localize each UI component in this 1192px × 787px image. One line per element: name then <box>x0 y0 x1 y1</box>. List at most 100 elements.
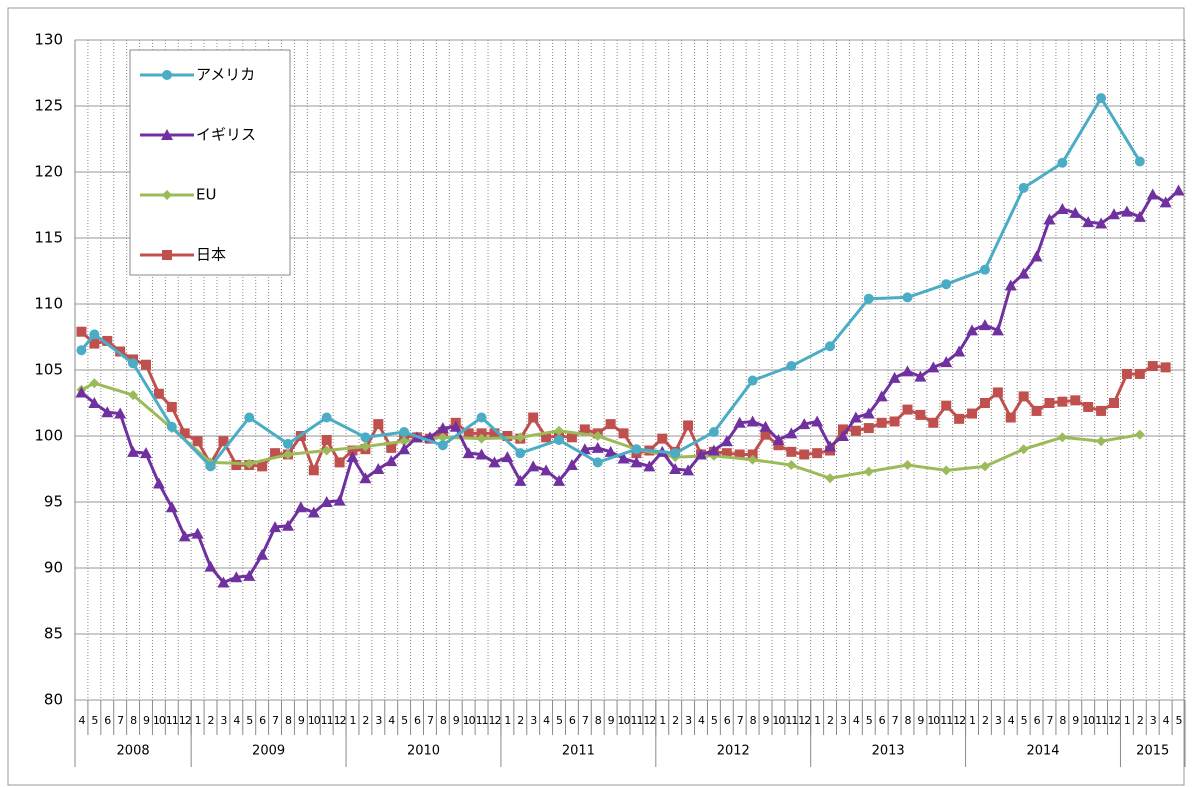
marker <box>1134 429 1145 440</box>
marker <box>1096 436 1107 447</box>
x-tick-label: 7 <box>272 714 279 727</box>
marker <box>320 496 333 507</box>
series <box>75 184 1185 588</box>
marker <box>849 411 862 423</box>
marker <box>89 329 100 340</box>
x-tick-label: 9 <box>917 714 924 727</box>
x-tick-label: 3 <box>1150 714 1157 727</box>
marker <box>824 440 837 452</box>
x-tick-label: 8 <box>750 714 757 727</box>
marker <box>1095 217 1108 229</box>
marker <box>657 433 668 444</box>
x-tick-label: 3 <box>995 714 1002 727</box>
marker <box>1121 368 1132 379</box>
x-tick-label: 9 <box>143 714 150 727</box>
legend-box <box>129 49 291 276</box>
x-tick-label: 1 <box>659 714 665 727</box>
marker <box>901 365 914 377</box>
marker <box>1031 405 1042 416</box>
x-tick-label: 7 <box>117 714 124 727</box>
marker <box>604 445 617 457</box>
marker <box>294 501 307 513</box>
x-tick-label: 10 <box>463 714 476 727</box>
marker <box>565 459 578 471</box>
marker <box>1134 368 1145 379</box>
marker <box>553 474 566 486</box>
x-tick-label: 12 <box>488 714 500 727</box>
marker <box>1030 250 1043 262</box>
marker <box>863 293 874 304</box>
marker <box>489 428 500 439</box>
marker <box>476 428 487 439</box>
x-tick-label: 5 <box>1176 714 1183 727</box>
marker <box>372 463 385 474</box>
marker <box>244 458 255 469</box>
x-tick-label: 1 <box>350 714 356 727</box>
x-tick-label: 8 <box>285 714 292 727</box>
marker <box>1017 267 1030 279</box>
x-tick-label: 9 <box>763 714 770 727</box>
marker <box>128 358 139 369</box>
marker <box>850 425 861 436</box>
marker <box>360 441 371 452</box>
marker <box>515 448 526 459</box>
marker <box>257 461 268 472</box>
x-tick-label: 2 <box>517 714 523 727</box>
marker <box>114 407 127 419</box>
marker <box>953 345 966 357</box>
y-tick-label: 105 <box>34 361 63 379</box>
year-label: 2009 <box>252 744 285 759</box>
marker <box>979 398 990 408</box>
x-tick-label: 7 <box>427 714 434 727</box>
marker <box>1070 395 1081 406</box>
marker <box>385 455 398 467</box>
marker <box>1120 205 1133 217</box>
marker <box>308 465 319 476</box>
x-tick-label: 1 <box>1124 714 1130 727</box>
x-tick-label: 2 <box>1137 714 1143 727</box>
marker <box>334 457 345 468</box>
marker <box>747 449 758 460</box>
x-tick-label: 4 <box>543 714 550 727</box>
marker <box>192 436 203 447</box>
marker <box>889 416 900 427</box>
x-tick-label: 3 <box>220 714 227 727</box>
x-tick-label: 11 <box>476 714 488 727</box>
marker <box>708 427 719 438</box>
marker <box>386 442 397 453</box>
x-tick-label: 9 <box>608 714 615 727</box>
marker <box>799 449 810 460</box>
marker <box>785 427 798 439</box>
x-tick-label: 6 <box>414 714 421 727</box>
x-tick-label: 1 <box>969 714 975 727</box>
marker <box>759 420 772 432</box>
marker <box>1083 401 1094 412</box>
marker <box>165 501 178 513</box>
marker <box>502 431 513 441</box>
marker <box>205 461 216 472</box>
marker <box>1082 216 1095 228</box>
x-tick-label: 11 <box>166 714 178 727</box>
marker <box>347 445 358 456</box>
marker <box>618 428 629 439</box>
marker <box>554 425 565 436</box>
marker <box>166 401 177 412</box>
x-tick-label: 2 <box>672 714 678 727</box>
x-tick-label: 7 <box>892 714 899 727</box>
marker <box>592 431 603 441</box>
x-tick-label: 3 <box>375 714 382 727</box>
marker <box>515 432 526 443</box>
marker <box>102 335 113 346</box>
marker <box>1057 157 1068 168</box>
marker <box>76 326 87 337</box>
x-tick-label: 4 <box>698 714 705 727</box>
marker <box>966 324 979 336</box>
marker <box>721 448 732 459</box>
marker <box>1096 405 1107 416</box>
marker <box>862 407 875 419</box>
series <box>76 93 1145 472</box>
marker <box>746 415 759 427</box>
marker <box>463 428 474 439</box>
marker <box>528 412 539 423</box>
marker <box>89 338 100 349</box>
